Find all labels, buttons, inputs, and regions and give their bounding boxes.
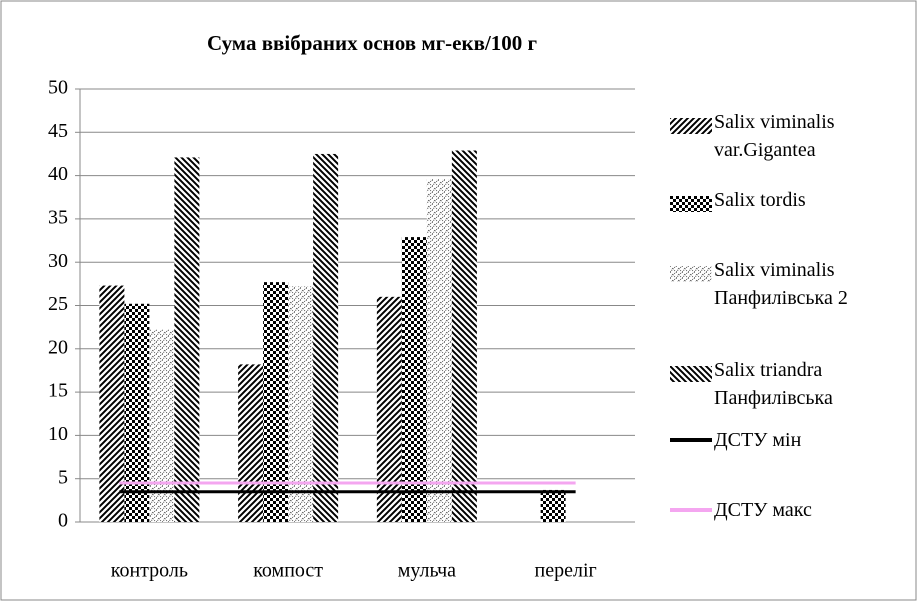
y-tick-label: 25 [48, 293, 68, 315]
legend-item: Salix viminalis Панфилівська 2 [670, 256, 914, 312]
bar [401, 237, 427, 522]
bar [426, 179, 452, 522]
legend-item: Salix triandra Панфилівська [670, 356, 914, 412]
bar [238, 364, 264, 522]
legend-item: ДСТУ макс [670, 496, 914, 524]
y-tick-label: 35 [48, 206, 68, 228]
bar [288, 286, 314, 522]
y-tick-label: 20 [48, 336, 68, 358]
legend-swatch [670, 362, 712, 382]
bar [149, 329, 175, 522]
x-tick-label: контроль [111, 560, 188, 582]
legend-label: Salix viminalis var.Gigantea [714, 111, 835, 161]
legend-swatch [670, 262, 712, 282]
y-tick-label: 30 [48, 250, 68, 272]
x-tick-label: мульча [398, 560, 456, 582]
legend-label: Salix triandra Панфилівська [714, 359, 833, 409]
y-tick-label: 40 [48, 163, 68, 185]
bar [124, 303, 150, 522]
legend-item: Salix tordis [670, 186, 914, 214]
bar [174, 157, 200, 522]
legend-item: ДСТУ мін [670, 426, 914, 454]
y-tick-label: 45 [48, 120, 68, 142]
legend-label: Salix tordis [714, 189, 806, 211]
x-tick-label: переліг [535, 560, 597, 582]
chart-title: Сума ввібраних основ мг-екв/100 г [207, 31, 537, 55]
legend-label: ДСТУ макс [714, 499, 812, 521]
y-tick-label: 5 [58, 466, 68, 488]
legend-swatch [670, 114, 712, 134]
legend-label: ДСТУ мін [714, 429, 802, 451]
bar [451, 150, 477, 522]
bar [313, 153, 339, 522]
legend-swatch [670, 192, 712, 212]
y-tick-label: 50 [48, 77, 68, 99]
bar [99, 285, 125, 522]
legend-item: Salix viminalis var.Gigantea [670, 108, 914, 164]
bar [540, 489, 566, 522]
bar [376, 296, 402, 522]
y-tick-label: 0 [58, 510, 68, 532]
x-tick-label: компост [253, 560, 323, 582]
y-tick-label: 10 [48, 423, 68, 445]
legend-swatch [670, 438, 712, 442]
bar [263, 282, 289, 522]
legend-swatch [670, 508, 712, 512]
legend-label: Salix viminalis Панфилівська 2 [714, 259, 848, 309]
y-tick-label: 15 [48, 380, 68, 402]
